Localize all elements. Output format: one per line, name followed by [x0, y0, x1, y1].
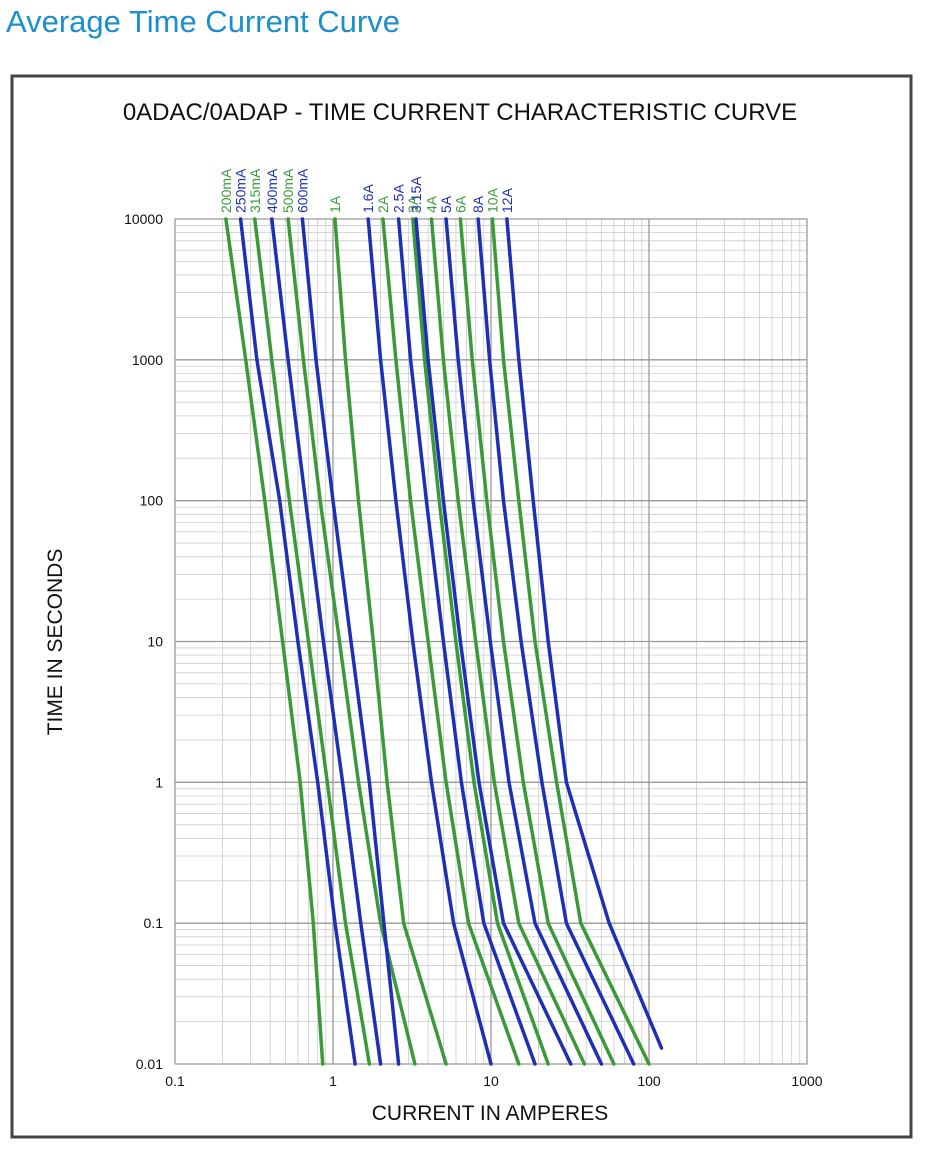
curve-label: 8A [470, 195, 486, 213]
y-tick-label: 10 [147, 634, 163, 650]
x-axis-label: CURRENT IN AMPERES [372, 1102, 609, 1125]
y-tick-label: 10000 [124, 211, 163, 227]
curve-label: 400mA [264, 168, 280, 213]
y-axis-label: TIME IN SECONDS [44, 549, 67, 736]
y-tick-label: 1 [155, 774, 163, 790]
curve [505, 217, 664, 1050]
curve-label: 12A [499, 187, 515, 213]
curve [238, 217, 357, 1066]
curve-label: 10A [484, 187, 500, 213]
curve [458, 217, 616, 1066]
y-tick-label: 1000 [132, 352, 163, 368]
y-tick-label: 100 [140, 493, 164, 509]
curve-label: 3A [405, 195, 421, 213]
curve [381, 217, 521, 1066]
x-tick-label: 0.1 [165, 1073, 185, 1089]
curve-label: 200mA [218, 168, 234, 213]
curve [396, 217, 537, 1066]
curve [411, 217, 550, 1066]
curve [429, 217, 587, 1066]
curve-label: 2A [375, 195, 391, 213]
curve-label: 250mA [233, 168, 249, 213]
x-tick-label: 1000 [791, 1073, 822, 1089]
curve [444, 217, 604, 1066]
curve-label: 5A [438, 195, 454, 213]
curve-label: 2.5A [391, 184, 407, 213]
x-tick-label: 10 [483, 1073, 499, 1089]
chart-title: 0ADAC/0ADAP - TIME CURRENT CHARACTERISTI… [123, 99, 797, 126]
curve [270, 217, 383, 1066]
y-tick-label: 0.01 [136, 1056, 163, 1072]
chart-frame [10, 74, 913, 1139]
curve-label: 4A [424, 195, 440, 213]
curve-label: 600mA [294, 168, 310, 213]
curve-label: 500mA [280, 168, 296, 213]
curve [300, 217, 401, 1066]
plot-area: 0.1 1 10 100 10000.010.1110100100010000200mA… [124, 168, 823, 1089]
curve [366, 217, 493, 1066]
curve-label: 6A [452, 195, 468, 213]
curve-label: 3.15A [408, 176, 424, 213]
curve [224, 217, 325, 1066]
page-header: Average Time Current Curve [6, 4, 400, 39]
y-tick-label: 0.1 [144, 915, 164, 931]
curve [253, 217, 372, 1066]
curve [414, 217, 573, 1066]
curve [476, 217, 636, 1066]
curve-label: 315mA [247, 168, 263, 213]
x-tick-label: 1 [329, 1073, 337, 1089]
curve [286, 217, 417, 1066]
curve-label: 1.6A [360, 184, 376, 213]
curve [333, 217, 448, 1066]
x-tick-label: 100 [637, 1073, 661, 1089]
curve [490, 217, 651, 1066]
curve-label: 1A [327, 195, 343, 213]
